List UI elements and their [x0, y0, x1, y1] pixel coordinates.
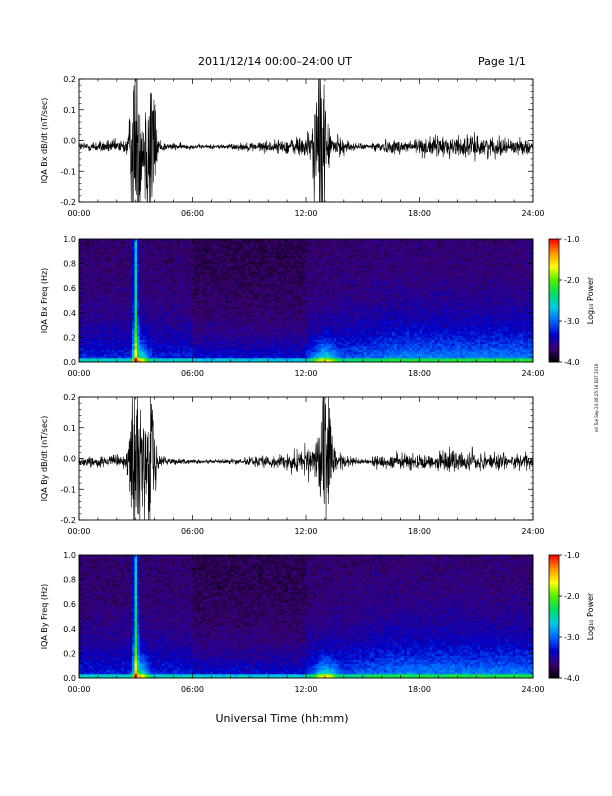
x-tick-label: 18:00 [408, 209, 431, 218]
y-tick-label: 0.1 [63, 106, 76, 115]
figure-title: 2011/12/14 00:00–24:00 UT [198, 55, 352, 68]
x-tick-label: 06:00 [181, 209, 204, 218]
y-tick-label: -0.2 [60, 198, 76, 207]
page-number: Page 1/1 [478, 55, 526, 68]
y-tick-label: -0.1 [60, 167, 76, 176]
x-tick-label: 12:00 [294, 209, 317, 218]
y-axis-label: IQA Bx dB/dt (nT/sec) [40, 98, 49, 184]
trace-1 [79, 79, 533, 202]
x-tick-label: 24:00 [521, 209, 544, 218]
y-tick-label: 0.0 [63, 137, 76, 146]
panels: 00:00 06:00 12:00 18:00 24:00 -0.2 -0.1 0.0 0.1 0… [40, 75, 595, 694]
x-tick-label: 00:00 [67, 209, 90, 218]
panel-1: 00:00 06:00 12:00 18:00 24:00 -0.2 -0.1 0.0 0.1 0… [40, 75, 545, 218]
y-tick-label: 0.2 [63, 75, 76, 84]
spectrogram-2 [79, 239, 533, 362]
